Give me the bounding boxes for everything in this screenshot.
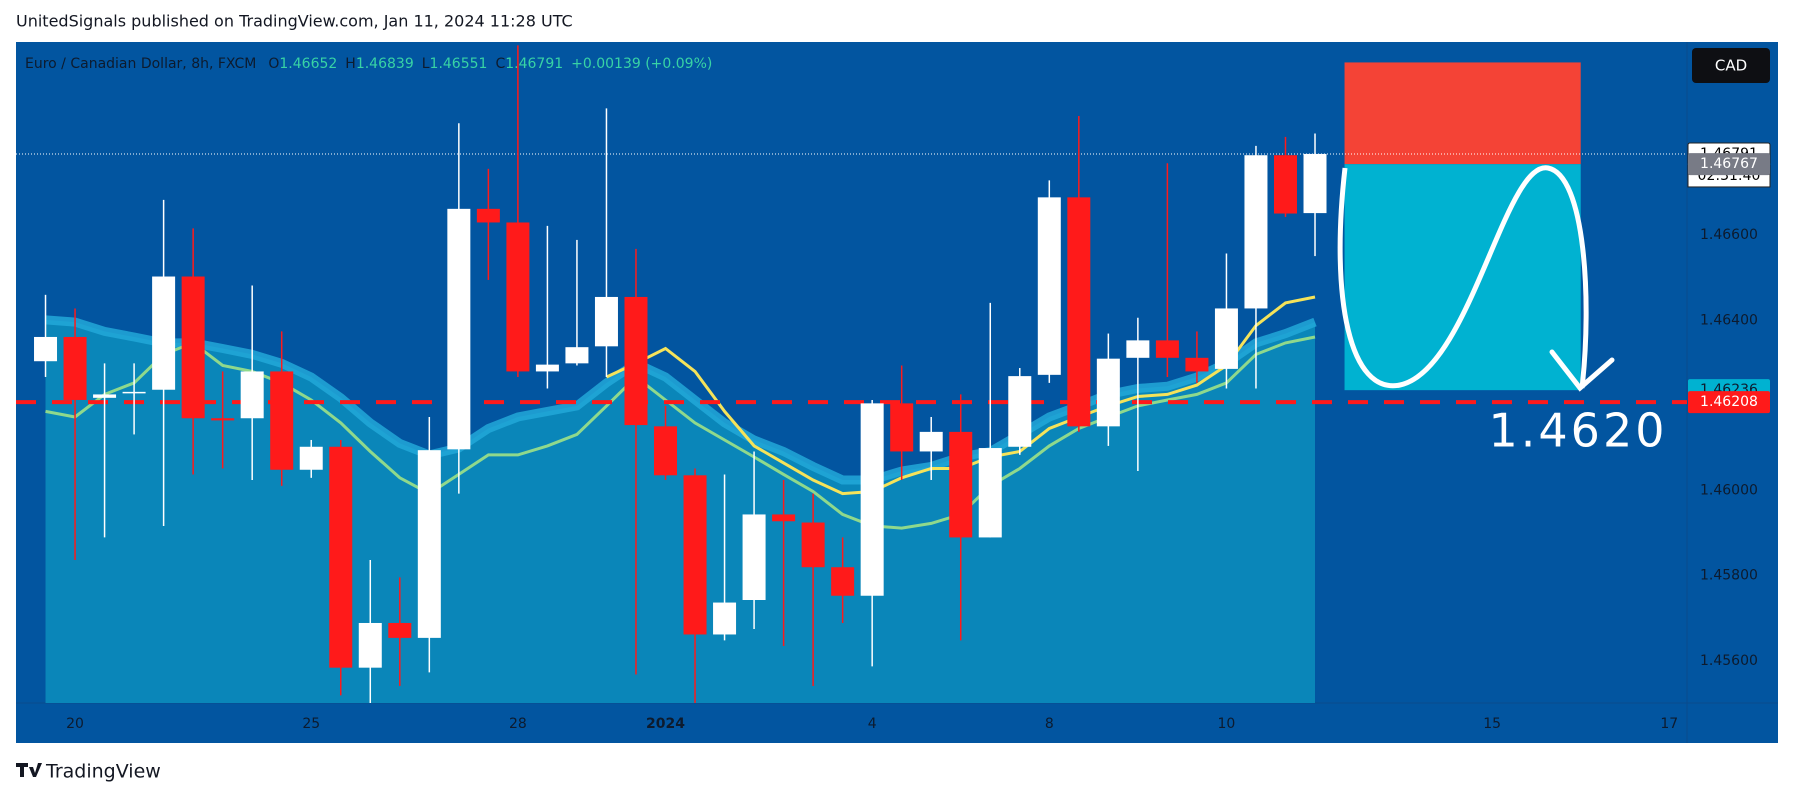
y-tick-label: 1.45800 — [1700, 568, 1758, 584]
x-tick-label: 2024 — [646, 716, 685, 732]
candle-body — [506, 222, 530, 372]
candle-body — [654, 426, 678, 476]
x-tick-label: 17 — [1660, 716, 1678, 732]
stop-zone — [1344, 62, 1581, 165]
footer-brand: TradingView — [45, 761, 161, 783]
candle-body — [1126, 340, 1150, 358]
candle-body — [1155, 340, 1179, 358]
candle-body — [63, 336, 87, 400]
plot — [16, 45, 1687, 703]
candle-body — [1303, 153, 1327, 214]
ohlc-value: 1.46791 — [505, 56, 563, 72]
candle-body — [565, 347, 589, 364]
level-label: 1.46208 — [1700, 394, 1758, 410]
candle-body — [801, 522, 825, 568]
candle-body — [535, 364, 559, 372]
candle-body — [1273, 155, 1297, 214]
x-tick-label: 10 — [1218, 716, 1236, 732]
candle-body — [978, 448, 1002, 538]
x-tick-label: 8 — [1045, 716, 1054, 732]
candle-body — [1037, 197, 1061, 375]
candle-body — [211, 418, 235, 421]
ohlc-key: H — [345, 56, 356, 72]
candle-body — [1214, 308, 1238, 369]
candle-body — [624, 296, 648, 426]
candle-body — [388, 622, 412, 638]
currency: CAD — [1715, 57, 1747, 75]
candle-body — [831, 567, 855, 596]
candle-body — [949, 431, 973, 538]
candle-body — [1244, 155, 1268, 309]
candle-body — [181, 276, 205, 419]
candle-body — [329, 446, 353, 668]
header: UnitedSignals published on TradingView.c… — [16, 12, 573, 31]
candle-body — [713, 602, 737, 635]
x-tick-label: 28 — [509, 716, 527, 732]
candle-body — [594, 296, 618, 347]
x-tick-label: 25 — [302, 716, 320, 732]
candle-body — [742, 514, 766, 600]
y-tick-label: 1.46400 — [1700, 312, 1758, 328]
candle-body — [447, 208, 471, 450]
candle-body — [122, 391, 146, 394]
legend: Euro / Canadian Dollar, 8h, FXCM O1.46652… — [25, 56, 712, 72]
candle-body — [152, 276, 176, 390]
x-tick-label: 4 — [868, 716, 877, 732]
ohlc-value: 1.46652 — [279, 56, 337, 72]
entry-label: 1.46767 — [1700, 156, 1758, 172]
candle-body — [772, 514, 796, 522]
ohlc-key: C — [495, 56, 505, 72]
ohlc-key: L — [422, 56, 430, 72]
ohlc-key: O — [268, 56, 279, 72]
entry-label-box — [1688, 153, 1770, 176]
candle-body — [890, 403, 914, 452]
candle-body — [1067, 197, 1091, 427]
candle-body — [240, 371, 264, 419]
candle-body — [358, 622, 382, 668]
candle-body — [919, 431, 943, 452]
candle-body — [34, 336, 58, 362]
ohlc-value: 1.46551 — [430, 56, 488, 72]
annotation: 1.4620 — [1489, 404, 1668, 458]
candle-body — [270, 371, 294, 470]
arrow-head — [1549, 349, 1615, 392]
level-label-box — [1688, 391, 1770, 414]
legend-change: +0.00139 (+0.09%) — [571, 56, 712, 72]
logo — [16, 763, 42, 777]
legend-title: Euro / Canadian Dollar, 8h, FXCM — [25, 56, 256, 72]
candle-body — [417, 450, 441, 638]
candle-body — [1008, 376, 1032, 447]
y-tick-label: 1.46600 — [1700, 227, 1758, 243]
area-fill — [45, 319, 1316, 703]
candle-body — [1096, 358, 1120, 427]
ohlc-value: 1.46839 — [356, 56, 414, 72]
candle-body — [299, 446, 323, 470]
target-zone — [1344, 164, 1581, 391]
candle-body — [683, 475, 707, 635]
candle-body — [93, 394, 117, 398]
candle-body — [476, 208, 500, 223]
candle-body — [860, 403, 884, 596]
currency-box[interactable] — [1692, 48, 1770, 83]
x-tick-label: 20 — [66, 716, 84, 732]
x-tick-label: 15 — [1483, 716, 1501, 732]
candle-body — [1185, 357, 1209, 372]
drawn-arrow — [1337, 165, 1589, 389]
y-tick-label: 1.46000 — [1700, 483, 1758, 499]
y-tick-label: 1.45600 — [1700, 653, 1758, 669]
